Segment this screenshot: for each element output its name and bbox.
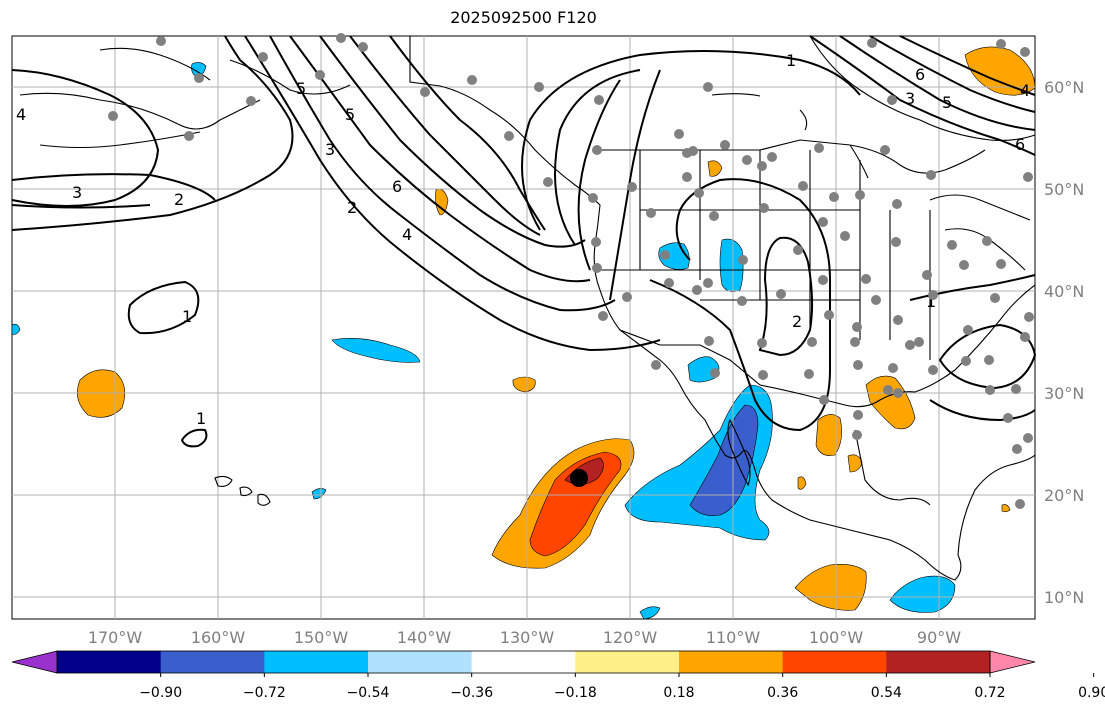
contour-label: 5 — [345, 105, 355, 124]
lon-tick-label: 100°W — [809, 628, 864, 647]
colorbar-extend-high — [989, 650, 1036, 674]
colorbar-segment — [160, 651, 265, 673]
lat-tick-label: 10°N — [1044, 588, 1084, 607]
colorbar-label: 0.90 — [1078, 685, 1105, 701]
lon-tick-labels: 170°W 160°W 150°W 140°W 130°W 120°W 110°… — [88, 628, 961, 647]
colorbar-extend-low — [11, 650, 58, 674]
colorbar-segment — [57, 651, 162, 673]
colorbar-label: −0.90 — [139, 685, 182, 701]
storm-center-marker — [570, 469, 588, 487]
lat-tick-label: 20°N — [1044, 486, 1084, 505]
colorbar-label: 0.36 — [767, 685, 798, 701]
contour-label: 6 — [392, 177, 402, 196]
contour-label: 2 — [792, 312, 802, 331]
colorbar-segment — [471, 651, 576, 673]
lon-tick-label: 160°W — [191, 628, 246, 647]
colorbar-label: −0.36 — [450, 685, 493, 701]
contour-label: 3 — [905, 89, 915, 108]
colorbar-label: −0.54 — [347, 685, 390, 701]
colorbar-segment — [368, 651, 473, 673]
station-dots — [108, 33, 1034, 509]
lon-tick-label: 140°W — [397, 628, 452, 647]
colorbar-label: 0.54 — [871, 685, 902, 701]
colorbar-segment — [679, 651, 784, 673]
contour-label: 5 — [942, 93, 952, 112]
contour-label: 3 — [72, 183, 82, 202]
lon-tick-label: 130°W — [500, 628, 555, 647]
contour-label: 6 — [915, 65, 925, 84]
lon-tick-label: 90°W — [917, 628, 961, 647]
contour-label: 5 — [296, 79, 306, 98]
lon-tick-label: 110°W — [706, 628, 761, 647]
contour-label: 2 — [174, 190, 184, 209]
colorbar-label: −0.72 — [243, 685, 286, 701]
lon-tick-label: 170°W — [88, 628, 143, 647]
lat-tick-labels: 60°N 50°N 40°N 30°N 20°N 10°N — [1044, 78, 1084, 607]
lat-tick-label: 30°N — [1044, 384, 1084, 403]
lat-tick-label: 60°N — [1044, 78, 1084, 97]
colorbar-segment — [575, 651, 680, 673]
contour-label: 4 — [402, 225, 412, 244]
colorbar-label: 0.72 — [974, 685, 1005, 701]
colorbar-label: −0.18 — [554, 685, 597, 701]
contour-label: 4 — [16, 105, 26, 124]
lat-tick-label: 40°N — [1044, 282, 1084, 301]
contour-label: 4 — [1020, 81, 1030, 100]
map-title: 2025092500 F120 — [450, 8, 597, 27]
colorbar: −0.90 −0.72 −0.54 −0.36 −0.18 0.18 0.36 0.54 0.7… — [11, 650, 1105, 701]
lon-tick-label: 120°W — [603, 628, 658, 647]
contour-label-group: 4 3 2 1 1 2 3 4 5 6 5 6 5 1 6 3 2 1 4 — [16, 51, 1030, 428]
colorbar-segment — [264, 651, 369, 673]
colorbar-outline — [56, 650, 991, 674]
contour-label: 1 — [182, 307, 192, 326]
contour-label: 1 — [786, 51, 796, 70]
contour-label: 1 — [196, 409, 206, 428]
contour-lines — [11, 35, 1037, 448]
lat-tick-label: 50°N — [1044, 180, 1084, 199]
contour-label: 6 — [1015, 135, 1025, 154]
colorbar-segment — [886, 651, 991, 673]
contour-label: 1 — [926, 292, 936, 311]
colorbar-segment — [782, 651, 887, 673]
contour-label: 2 — [347, 198, 357, 217]
contour-label: 3 — [325, 140, 335, 159]
lon-tick-label: 150°W — [294, 628, 349, 647]
colorbar-label: 0.18 — [663, 685, 694, 701]
